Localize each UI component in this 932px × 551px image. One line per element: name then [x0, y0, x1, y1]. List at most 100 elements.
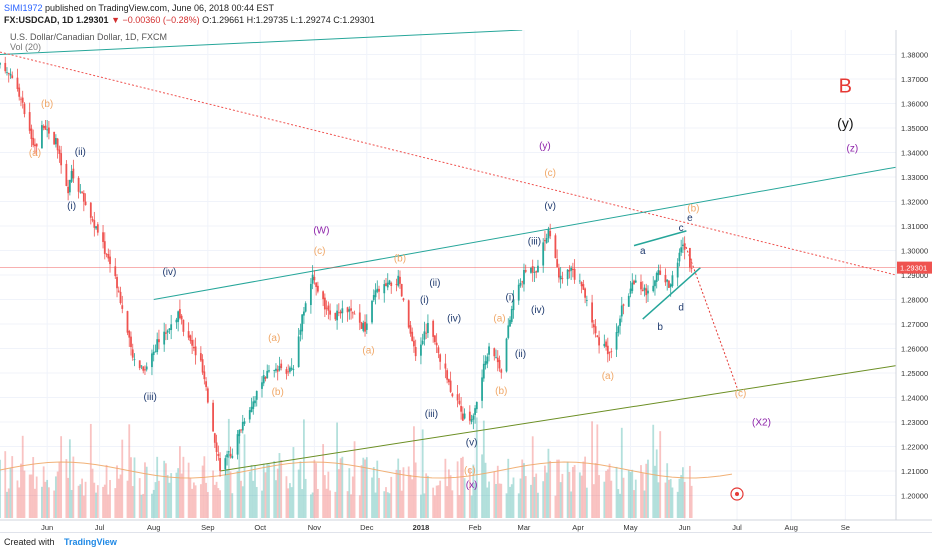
volume-bar [334, 491, 337, 518]
candle-body [509, 319, 511, 327]
volume-bar [7, 488, 10, 518]
candle-body [133, 359, 136, 361]
candle-body [521, 281, 524, 283]
volume-bar [170, 473, 173, 518]
time-tick-label: 2018 [413, 523, 430, 532]
candle-body [297, 336, 300, 368]
candle-body [20, 98, 22, 100]
volume-bar [16, 480, 19, 518]
volume-bar [409, 474, 412, 518]
candle-body [206, 388, 209, 403]
price-tick-label: 1.38000 [901, 51, 928, 60]
candle-body [212, 402, 214, 432]
volume-bar [547, 448, 550, 518]
volume-bar [116, 465, 118, 518]
volume-bar [303, 419, 305, 518]
volume-bar [206, 492, 209, 518]
candle-body [30, 128, 33, 140]
volume-bar [512, 477, 515, 518]
volume-bar [420, 494, 422, 518]
volume-bar [500, 483, 503, 518]
wedge-lower-line [642, 267, 701, 320]
volume-bar [608, 463, 611, 518]
candle-body [584, 288, 587, 298]
candle-body [449, 380, 452, 392]
volume-bar [219, 490, 221, 518]
candle-body [397, 275, 400, 286]
time-axis[interactable]: Jun Jul Aug Sep Oct Nov Dec 2018 Feb Mar Apr May Jun… [41, 523, 850, 532]
volume-bar [70, 489, 73, 518]
candle-body [325, 307, 328, 309]
candle-body [622, 304, 625, 306]
volume-bar [4, 451, 7, 518]
price-chart[interactable]: (b)(a) (ii)(i)(iv)(iii)(a)(b)(W)(c)(a)(b)… [0, 30, 932, 532]
volume-bar [46, 479, 49, 518]
candle-body [191, 340, 194, 346]
candle-body [510, 309, 513, 322]
candle-body [65, 163, 68, 186]
candle-body [241, 421, 244, 431]
volume-bar [620, 427, 623, 518]
wave-label: (a) [493, 314, 505, 325]
volume-bar [558, 459, 560, 518]
volume-bar [427, 475, 429, 518]
candle-body [217, 453, 220, 456]
candlesticks [0, 56, 693, 477]
time-tick-label: Mar [518, 523, 531, 532]
wave-label: (iii) [528, 236, 541, 247]
volume-bar [348, 468, 351, 518]
candle-body [484, 361, 487, 366]
price-tick-label: 1.24000 [901, 394, 928, 403]
candle-body [570, 267, 573, 271]
price-axis[interactable]: 1.38000 1.37000 1.36000 1.35000 1.34000 1.330… [901, 51, 928, 501]
volume-bar [180, 473, 183, 518]
volume-bar [268, 464, 270, 518]
volume-bar [414, 462, 417, 518]
candle-body [266, 370, 269, 379]
volume-bar [299, 461, 302, 518]
wave-label: (a) [362, 345, 374, 356]
footer-bar: Created with TradingView [0, 532, 932, 551]
candle-body [603, 343, 606, 347]
last-price-label: 1.29301 [900, 264, 927, 273]
volume-bar [559, 482, 562, 518]
candle-body [676, 262, 679, 278]
volume-bar [580, 475, 583, 518]
volume-bar [582, 461, 585, 518]
time-tick-label: Sep [201, 523, 214, 532]
volume-bar [397, 458, 400, 518]
volume-bar [278, 453, 281, 518]
tradingview-logo[interactable]: TradingView [64, 537, 117, 547]
candle-body [60, 153, 63, 166]
volume-bar [311, 492, 314, 518]
wave-labels: (b)(a) (ii)(i)(iv)(iii)(a)(b)(W)(c)(a)(b)… [29, 75, 858, 491]
volume-bar [336, 422, 338, 518]
wave-label: e [687, 213, 693, 224]
candle-body [54, 138, 57, 145]
candle-body [456, 394, 459, 401]
volume-bar [121, 439, 124, 518]
candle-body [107, 254, 110, 259]
wave-label: (b) [495, 386, 507, 397]
candle-body [96, 224, 99, 233]
volume-bar [659, 431, 662, 518]
wave-label: (i) [506, 293, 515, 304]
trend-lines [0, 30, 897, 472]
candle-body [594, 326, 597, 334]
volume-bar [212, 470, 214, 518]
volume-bar [23, 470, 26, 518]
volume-bar [20, 463, 22, 518]
volume-bar [423, 493, 426, 518]
volume-bar [11, 456, 14, 518]
candle-body [341, 308, 344, 314]
candle-body [170, 324, 173, 330]
volume-bar [378, 477, 380, 518]
author-link[interactable]: SIMI1972 [4, 3, 43, 13]
candle-body [468, 411, 471, 421]
candle-body [84, 201, 87, 206]
volume-bar [603, 481, 606, 518]
volume-bar [254, 465, 256, 518]
volume-bar [21, 435, 24, 518]
wave-label: (z) [846, 143, 858, 154]
candle-body [409, 325, 412, 334]
